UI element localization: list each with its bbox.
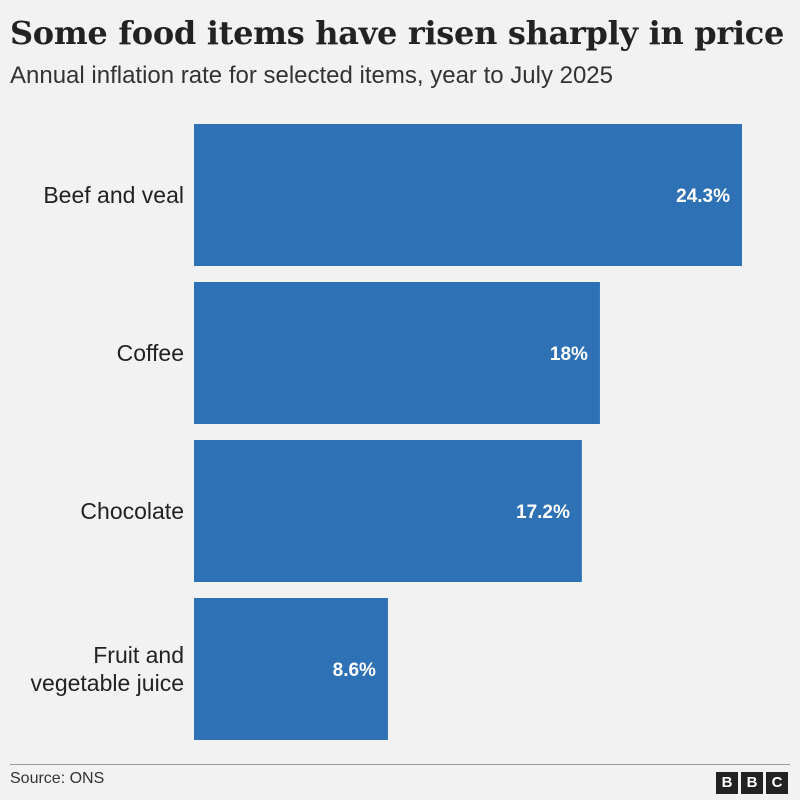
bbc-logo-letter-2: B <box>741 772 763 794</box>
category-label-3: Chocolate <box>80 498 184 524</box>
source-note: Source: ONS <box>10 770 105 787</box>
bbc-logo-letter-3: C <box>766 772 788 794</box>
category-label-2: Coffee <box>117 340 184 366</box>
bar-4 <box>194 598 388 740</box>
bar-2 <box>194 282 600 424</box>
category-label-4: Fruit and vegetable juice <box>31 642 184 696</box>
bbc-logo: B B C <box>716 772 788 794</box>
bar-3 <box>194 440 582 582</box>
bar-value-label-3: 17.2% <box>516 502 570 523</box>
chart-title: Some food items have risen sharply in pr… <box>10 14 785 52</box>
bar-value-label-4: 8.6% <box>333 660 376 681</box>
bar-1 <box>194 124 742 266</box>
category-label-1: Beef and veal <box>43 182 184 208</box>
bar-value-label-1: 24.3% <box>676 186 730 207</box>
bar-value-label-2: 18% <box>550 344 588 365</box>
footer-divider <box>10 764 790 765</box>
chart-subtitle: Annual inflation rate for selected items… <box>10 62 613 89</box>
bbc-logo-letter-1: B <box>716 772 738 794</box>
